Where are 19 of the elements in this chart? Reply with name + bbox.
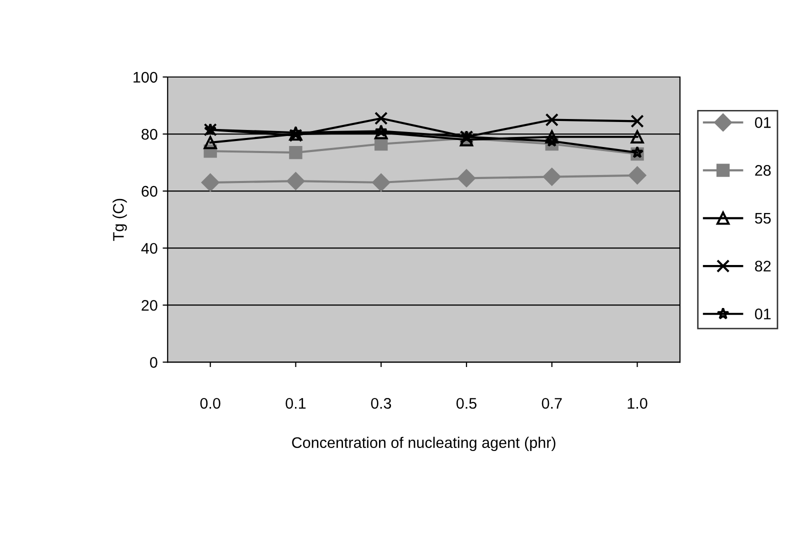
x-tick-label: 0.1 bbox=[286, 398, 306, 409]
x-tick-label: 1.0 bbox=[628, 398, 648, 409]
legend-label: 01 bbox=[754, 308, 771, 320]
y-tick-label: 0 bbox=[150, 357, 158, 368]
x-tick-label: 0.5 bbox=[456, 398, 476, 409]
legend-label: 01 bbox=[754, 117, 771, 128]
x-axis-title: Concentration of nucleating agent (phr) bbox=[292, 436, 556, 452]
y-tick-label: 20 bbox=[142, 300, 158, 311]
y-tick-label: 80 bbox=[142, 128, 158, 140]
y-tick-label: 100 bbox=[134, 72, 158, 83]
y-tick-label: 60 bbox=[142, 186, 158, 197]
x-tick-label: 0.0 bbox=[200, 398, 220, 409]
legend-label: 82 bbox=[755, 260, 771, 272]
y-axis-title: Tg (C) bbox=[112, 198, 127, 241]
legend-label: 55 bbox=[754, 213, 771, 224]
legend-label: 28 bbox=[755, 165, 771, 176]
x-tick-label: 0.3 bbox=[371, 398, 392, 409]
x-tick-label: 0.7 bbox=[542, 398, 562, 409]
y-tick-label: 40 bbox=[141, 242, 158, 254]
